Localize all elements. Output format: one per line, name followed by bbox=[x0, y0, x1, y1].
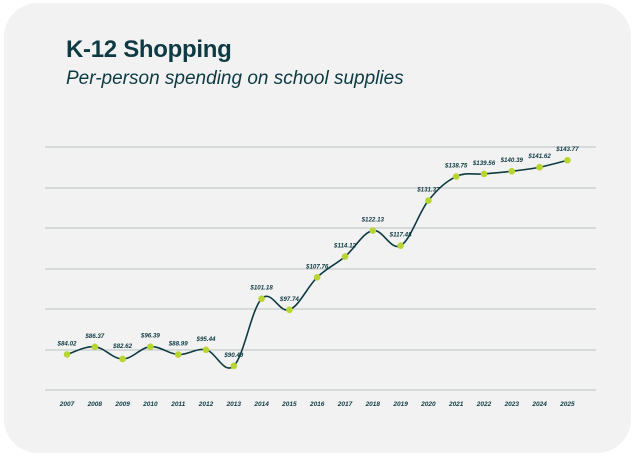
data-label: $95.44 bbox=[196, 336, 216, 343]
x-tick-label: 2020 bbox=[420, 401, 436, 408]
data-label: $96.39 bbox=[140, 333, 160, 340]
data-label: $84.02 bbox=[57, 340, 77, 347]
x-tick-label: 2016 bbox=[309, 401, 325, 408]
data-point bbox=[369, 227, 377, 234]
data-point bbox=[341, 253, 349, 260]
data-label: $141.62 bbox=[527, 153, 551, 160]
x-tick-label: 2024 bbox=[531, 401, 547, 408]
data-point bbox=[258, 295, 265, 302]
data-point bbox=[202, 346, 210, 354]
data-label: $117.48 bbox=[389, 232, 412, 239]
data-label: $131.37 bbox=[416, 187, 440, 194]
data-label: $114.12 bbox=[333, 243, 356, 250]
x-tick-label: 2019 bbox=[392, 401, 408, 408]
data-point bbox=[480, 170, 488, 178]
data-point bbox=[452, 173, 460, 180]
x-tick-label: 2021 bbox=[448, 401, 464, 408]
data-label: $140.39 bbox=[500, 157, 524, 164]
data-point bbox=[286, 306, 293, 314]
x-tick-label: 2018 bbox=[365, 401, 381, 408]
chart-subtitle: Per-person spending on school supplies bbox=[66, 68, 404, 89]
data-point bbox=[508, 167, 516, 175]
x-tick-label: 2011 bbox=[170, 401, 185, 408]
data-label: $86.37 bbox=[84, 333, 104, 340]
data-point bbox=[63, 351, 71, 358]
x-tick-label: 2009 bbox=[114, 401, 130, 408]
data-point bbox=[119, 355, 126, 363]
data-label: $138.75 bbox=[444, 163, 468, 170]
data-point bbox=[425, 197, 432, 204]
x-tick-label: 2007 bbox=[59, 401, 75, 408]
data-label: $88.99 bbox=[168, 341, 188, 348]
data-label: $101.18 bbox=[249, 285, 273, 292]
chart-title: K-12 Shopping bbox=[66, 36, 232, 63]
data-label: $82.62 bbox=[112, 343, 132, 350]
data-point bbox=[313, 273, 321, 281]
x-tick-label: 2014 bbox=[253, 401, 269, 408]
x-tick-label: 2012 bbox=[198, 401, 214, 408]
data-point bbox=[174, 351, 182, 358]
data-label: $139.56 bbox=[472, 160, 496, 167]
data-point bbox=[230, 362, 238, 370]
x-tick-label: 2010 bbox=[142, 401, 158, 408]
data-label: $107.76 bbox=[305, 263, 329, 270]
x-tick-label: 2023 bbox=[504, 401, 520, 408]
x-tick-label: 2022 bbox=[476, 401, 492, 408]
data-point bbox=[564, 156, 571, 164]
data-point bbox=[91, 343, 99, 351]
data-label: $97.74 bbox=[279, 296, 299, 303]
x-tick-label: 2025 bbox=[559, 401, 575, 408]
data-label: $90.49 bbox=[223, 352, 243, 359]
data-point bbox=[536, 163, 543, 171]
data-point bbox=[147, 343, 154, 351]
x-tick-label: 2015 bbox=[281, 401, 297, 408]
x-tick-label: 2008 bbox=[87, 401, 103, 408]
data-label: $143.77 bbox=[555, 146, 579, 153]
data-label: $122.13 bbox=[361, 217, 385, 224]
x-tick-label: 2013 bbox=[226, 401, 242, 408]
data-point bbox=[397, 242, 404, 249]
x-tick-label: 2017 bbox=[337, 401, 353, 408]
